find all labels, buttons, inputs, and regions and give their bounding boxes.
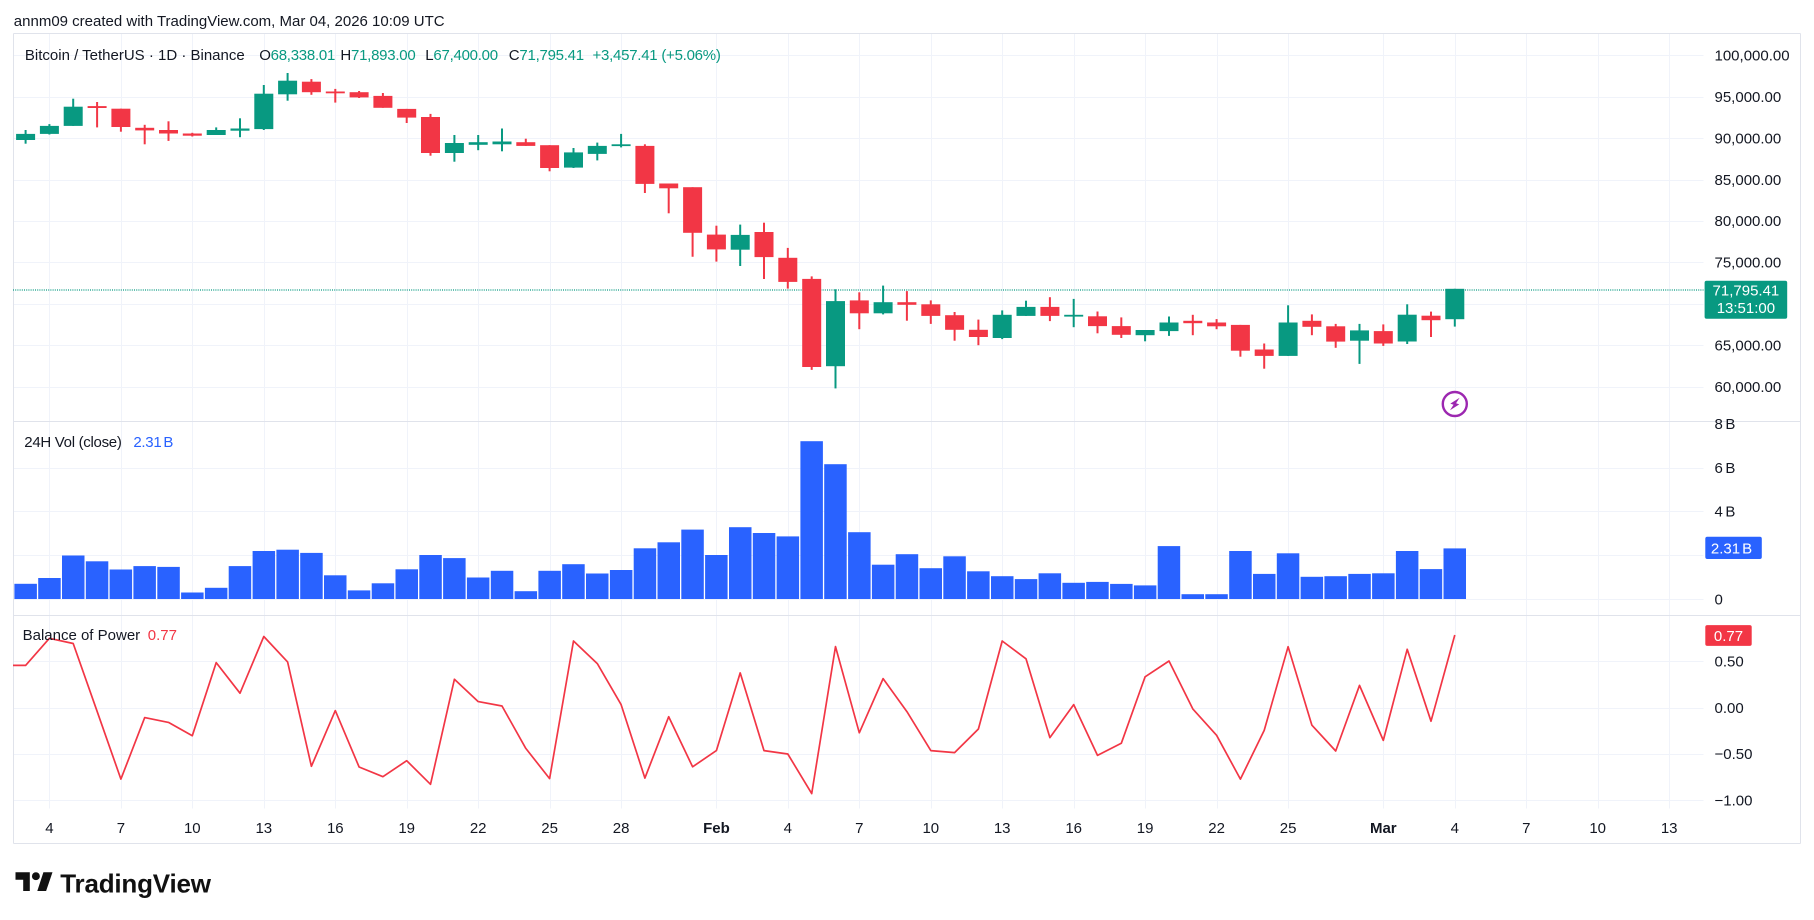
svg-text:19: 19 — [1137, 820, 1154, 837]
svg-text:10: 10 — [1589, 820, 1606, 837]
svg-text:100,000.00: 100,000.00 — [1715, 48, 1790, 65]
svg-text:25: 25 — [1280, 820, 1297, 837]
svg-text:13: 13 — [1661, 820, 1678, 837]
svg-text:25: 25 — [541, 820, 558, 837]
svg-text:90,000.00: 90,000.00 — [1715, 130, 1782, 147]
svg-text:24H Vol (close): 24H Vol (close) — [24, 434, 122, 451]
svg-text:0.77: 0.77 — [1714, 628, 1743, 645]
svg-text:TradingView: TradingView — [60, 869, 211, 899]
svg-text:7: 7 — [1522, 820, 1530, 837]
svg-text:22: 22 — [470, 820, 487, 837]
svg-text:0.50: 0.50 — [1715, 654, 1744, 671]
svg-text:annm09 created with TradingVie: annm09 created with TradingView.com, Mar… — [14, 13, 445, 30]
svg-text:16: 16 — [1065, 820, 1082, 837]
svg-text:71,795.41: 71,795.41 — [1713, 283, 1780, 300]
svg-text:−1.00: −1.00 — [1715, 792, 1753, 809]
svg-text:H71,893.00: H71,893.00 — [340, 47, 415, 64]
svg-text:L67,400.00: L67,400.00 — [425, 47, 498, 64]
svg-text:80,000.00: 80,000.00 — [1715, 213, 1782, 230]
svg-text:7: 7 — [855, 820, 863, 837]
svg-text:2.31B: 2.31 B — [133, 434, 173, 451]
svg-text:10: 10 — [184, 820, 201, 837]
svg-text:0.77: 0.77 — [148, 627, 177, 644]
svg-text:4B: 4B — [1715, 504, 1736, 521]
svg-text:13:51:00: 13:51:00 — [1717, 300, 1775, 317]
svg-text:Mar: Mar — [1370, 820, 1397, 837]
svg-text:−0.50: −0.50 — [1715, 746, 1753, 763]
svg-text:6B: 6B — [1715, 460, 1736, 477]
svg-text:85,000.00: 85,000.00 — [1715, 172, 1782, 189]
svg-text:75,000.00: 75,000.00 — [1715, 255, 1782, 272]
svg-text:95,000.00: 95,000.00 — [1715, 89, 1782, 106]
svg-text:13: 13 — [255, 820, 272, 837]
svg-text:13: 13 — [994, 820, 1011, 837]
svg-text:4: 4 — [784, 820, 792, 837]
svg-text:22: 22 — [1208, 820, 1225, 837]
svg-text:0: 0 — [1715, 591, 1723, 608]
svg-text:+3,457.41 (+5.06%): +3,457.41 (+5.06%) — [593, 47, 721, 64]
svg-text:19: 19 — [398, 820, 415, 837]
svg-text:4: 4 — [45, 820, 53, 837]
svg-text:0.00: 0.00 — [1715, 700, 1744, 717]
svg-text:65,000.00: 65,000.00 — [1715, 338, 1782, 355]
svg-text:O68,338.01: O68,338.01 — [259, 47, 335, 64]
svg-text:Bitcoin / TetherUS · 1D · Bina: Bitcoin / TetherUS · 1D · Binance — [25, 47, 245, 64]
svg-text:2.31B: 2.31 B — [1711, 540, 1752, 557]
svg-text:8B: 8B — [1715, 416, 1736, 433]
svg-text:10: 10 — [922, 820, 939, 837]
svg-text:60,000.00: 60,000.00 — [1715, 379, 1782, 396]
svg-text:7: 7 — [117, 820, 125, 837]
svg-text:4: 4 — [1451, 820, 1459, 837]
svg-text:16: 16 — [327, 820, 344, 837]
svg-text:C71,795.41: C71,795.41 — [509, 47, 584, 64]
svg-text:28: 28 — [613, 820, 630, 837]
svg-text:Balance of Power: Balance of Power — [23, 627, 141, 644]
svg-text:Feb: Feb — [703, 820, 730, 837]
